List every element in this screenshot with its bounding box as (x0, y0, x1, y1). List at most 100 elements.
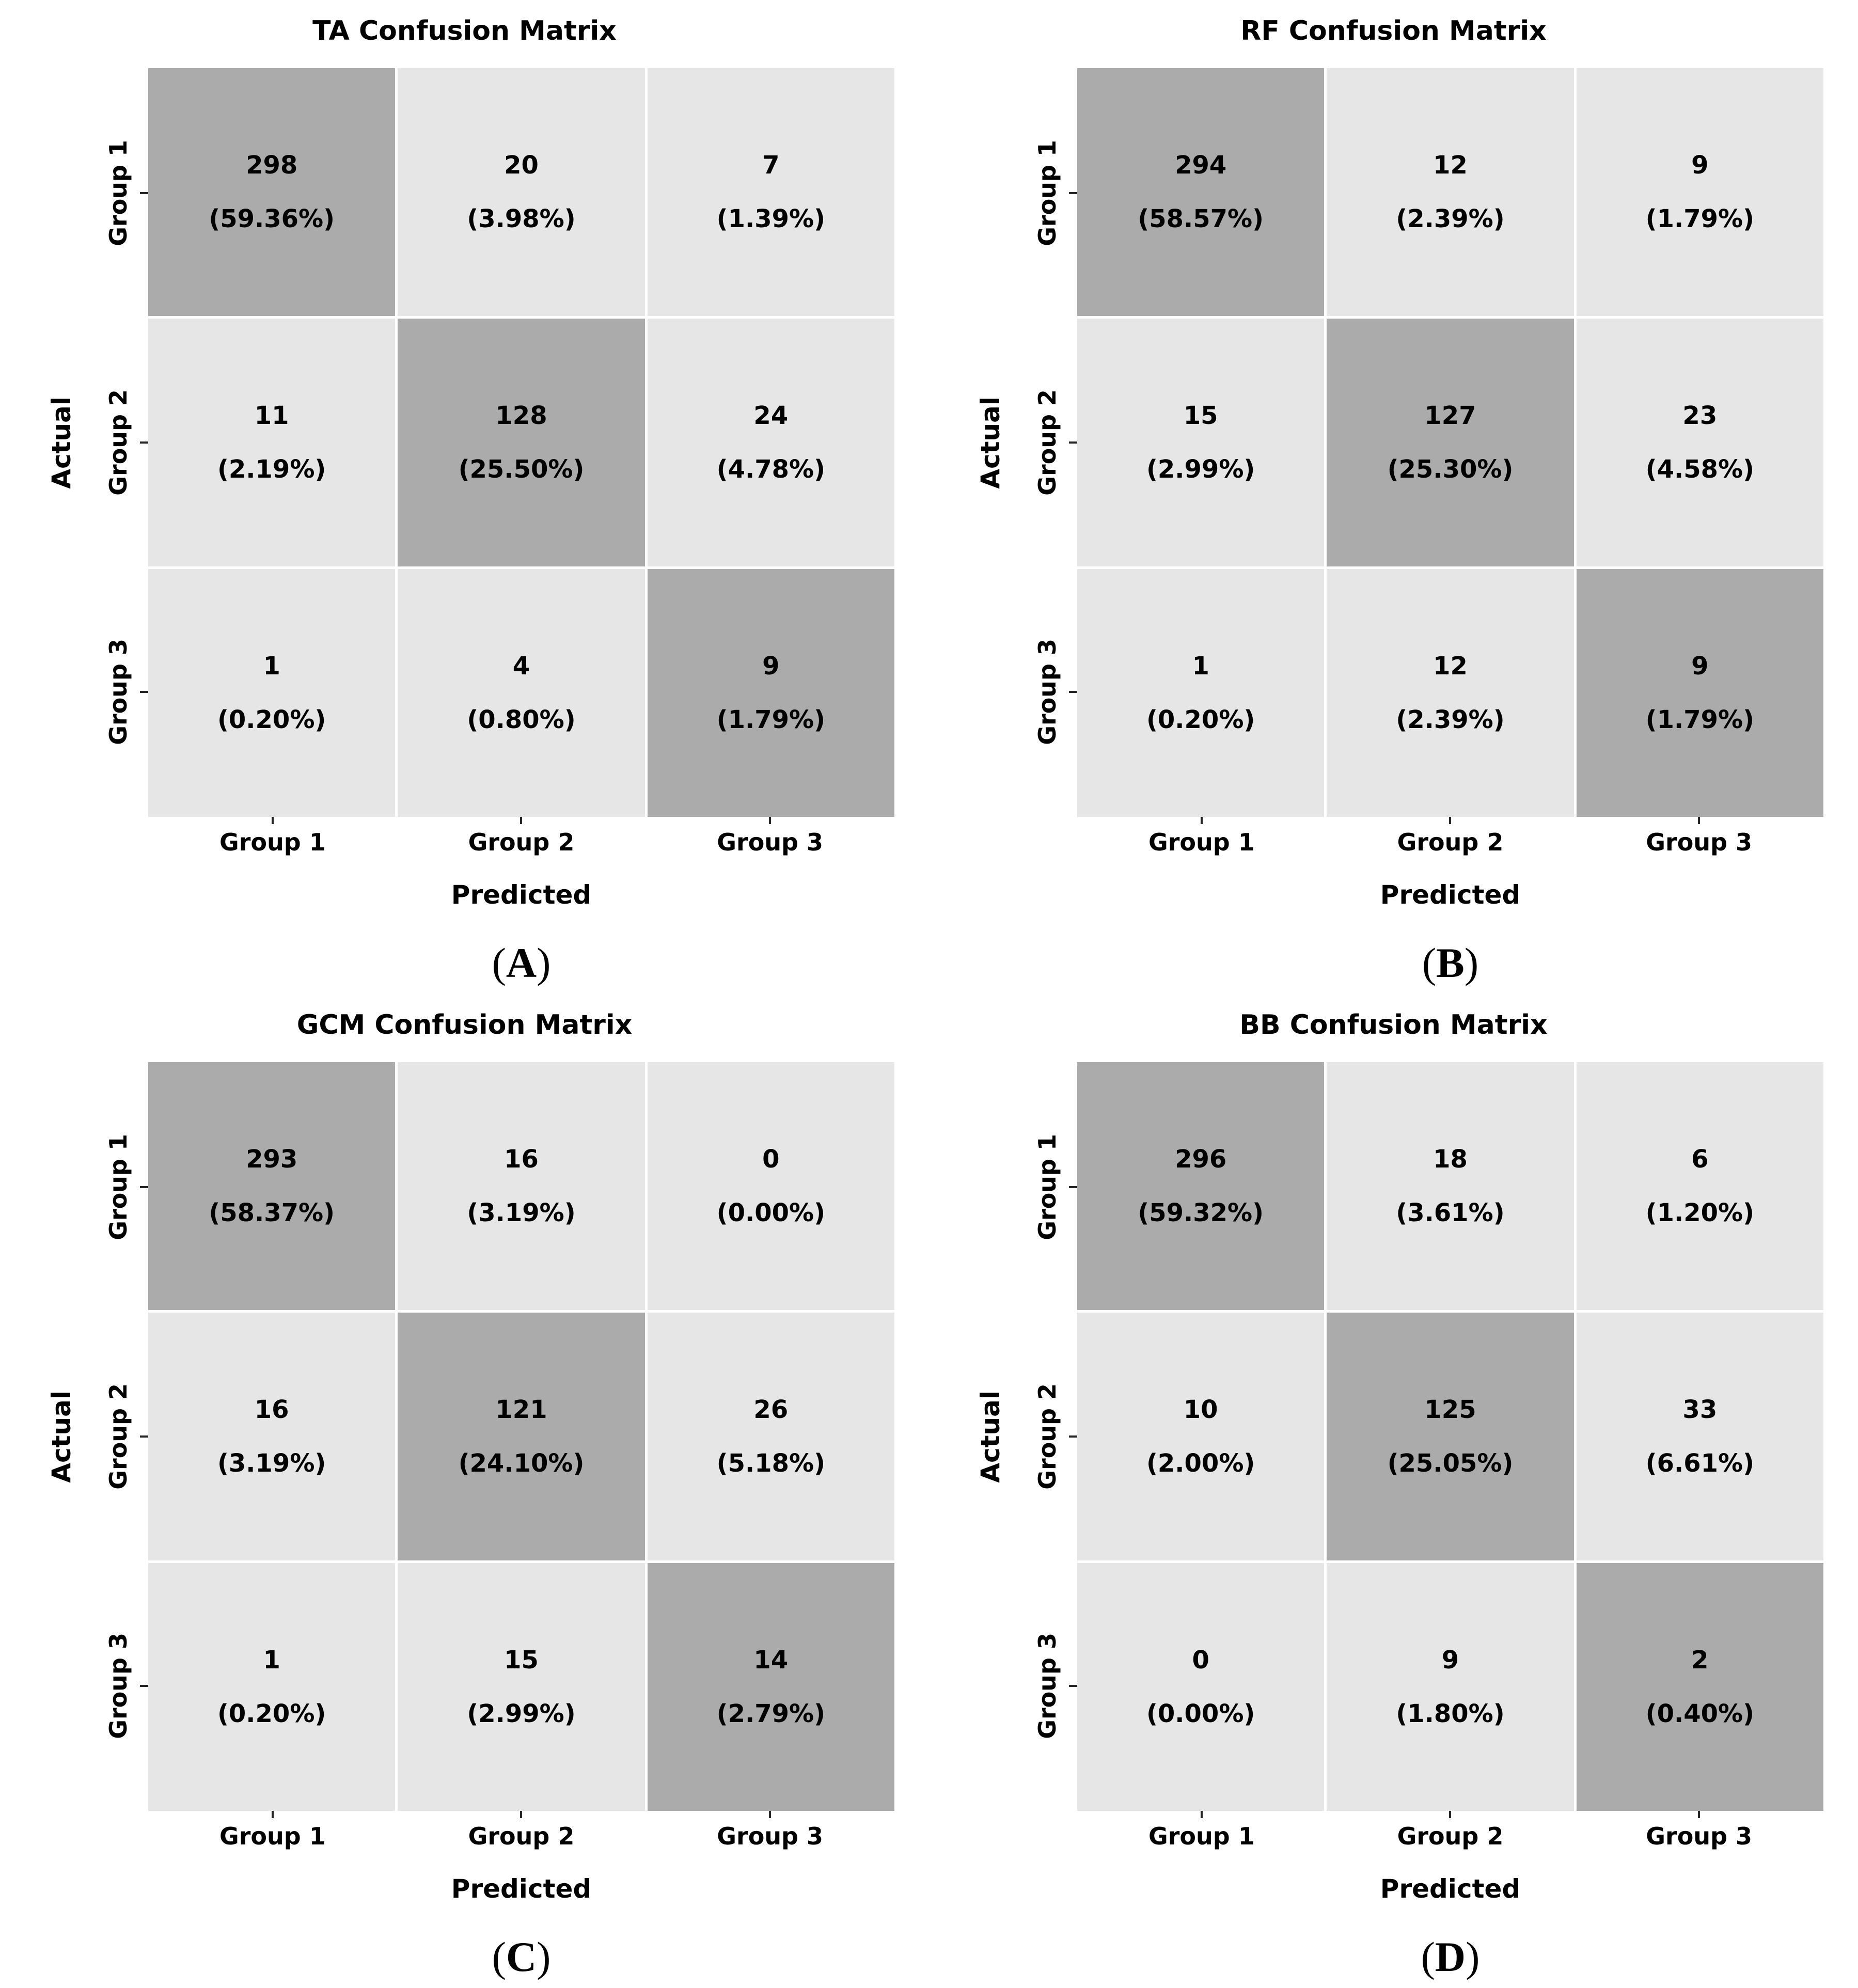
panel-caption: (B) (1077, 939, 1823, 987)
cell-percent: (0.20%) (217, 1699, 326, 1728)
matrix-cell-r1c1: 298 (59.36%) (148, 68, 396, 316)
y-axis-tick-mark (140, 1685, 148, 1687)
cell-count: 26 (753, 1395, 789, 1424)
x-axis-tick-mark (1698, 817, 1700, 824)
plot-area: Actual Group 1 Group 2 Group 3 298 (35, 68, 894, 817)
matrix-cell-r2c2: 127 (25.30%) (1327, 319, 1574, 566)
cell-count: 10 (1183, 1395, 1218, 1424)
x-tick-col-1 (1077, 1811, 1326, 1820)
x-tick-col-2 (397, 1811, 646, 1820)
cell-percent: (25.30%) (1387, 455, 1514, 484)
y-tick-row-1: Group 1 (88, 68, 148, 318)
cell-percent: (3.98%) (467, 204, 576, 233)
x-tick-label: Group 1 (219, 828, 326, 856)
cell-percent: (6.61%) (1645, 1449, 1755, 1478)
x-tick-label: Group 2 (468, 828, 575, 856)
cell-percent: (1.39%) (716, 204, 826, 233)
x-axis-ticks (148, 817, 894, 826)
y-tick-row-1: Group 1 (1017, 68, 1077, 318)
y-tick-label: Group 2 (1033, 389, 1061, 496)
cell-percent: (25.50%) (458, 455, 585, 484)
x-tick-label: Group 3 (717, 1822, 824, 1850)
cell-count: 125 (1424, 1395, 1476, 1424)
y-tick-label: Group 1 (104, 1133, 132, 1240)
matrix-cell-r1c2: 16 (3.19%) (398, 1062, 645, 1310)
cell-percent: (3.19%) (467, 1198, 576, 1227)
y-axis-tick-mark (1069, 691, 1077, 693)
cell-count: 6 (1691, 1145, 1709, 1174)
caption-close-paren: ) (537, 1933, 551, 1980)
x-axis-label: Predicted (451, 880, 592, 910)
y-tick-row-1: Group 1 (88, 1062, 148, 1312)
heatmap-grid: 293 (58.37%) 16 (3.19%) 0 (0.00%) 16 (3.… (148, 1062, 894, 1811)
panel-caption: (D) (1077, 1933, 1823, 1981)
cell-count: 0 (1192, 1646, 1209, 1675)
matrix-cell-r1c2: 20 (3.98%) (398, 68, 645, 316)
cell-percent: (59.32%) (1138, 1198, 1264, 1227)
cell-count: 298 (246, 151, 298, 180)
matrix-cell-r2c1: 10 (2.00%) (1077, 1313, 1325, 1560)
x-tick-col-3 (1574, 817, 1823, 826)
x-axis-tick-labels: Group 1 Group 2 Group 3 (1077, 828, 1823, 856)
cell-count: 1 (263, 652, 280, 681)
cell-percent: (2.99%) (1146, 455, 1255, 484)
cell-percent: (25.05%) (1387, 1449, 1514, 1478)
y-axis-ticks: Group 1 Group 2 Group 3 (1017, 1062, 1077, 1811)
x-tick-label: Group 1 (1148, 1822, 1255, 1850)
x-tick-col-1 (148, 817, 397, 826)
cell-percent: (4.78%) (716, 455, 826, 484)
y-tick-label: Group 1 (1033, 139, 1061, 246)
caption-letter: B (1436, 939, 1465, 986)
caption-close-paren: ) (1466, 1933, 1480, 1980)
cell-count: 12 (1433, 151, 1468, 180)
cell-count: 4 (512, 652, 530, 681)
cell-percent: (2.79%) (716, 1699, 826, 1728)
y-tick-row-1: Group 1 (1017, 1062, 1077, 1312)
cell-count: 296 (1175, 1145, 1227, 1174)
y-axis-tick-mark (1069, 1435, 1077, 1438)
heatmap-grid: 296 (59.32%) 18 (3.61%) 6 (1.20%) 10 (2.… (1077, 1062, 1823, 1811)
y-tick-row-3: Group 3 (1017, 567, 1077, 817)
y-axis-ticks: Group 1 Group 2 Group 3 (88, 1062, 148, 1811)
cell-count: 121 (495, 1395, 547, 1424)
y-axis-label-zone: Actual (35, 1062, 88, 1811)
x-tick-col-2 (1326, 1811, 1575, 1820)
cell-count: 9 (762, 652, 780, 681)
x-tick-col-3 (1574, 1811, 1823, 1820)
matrix-cell-r3c1: 0 (0.00%) (1077, 1563, 1325, 1811)
matrix-cell-r1c2: 18 (3.61%) (1327, 1062, 1574, 1310)
y-tick-label: Group 3 (1033, 1633, 1061, 1740)
y-axis-label: Actual (46, 1390, 76, 1483)
x-axis-tick-mark (769, 1811, 771, 1818)
y-axis-tick-mark (1069, 441, 1077, 444)
y-axis-ticks: Group 1 Group 2 Group 3 (88, 68, 148, 817)
matrix-cell-r2c3: 26 (5.18%) (647, 1313, 894, 1560)
plot-area: Actual Group 1 Group 2 Group 3 296 (964, 1062, 1823, 1811)
cell-count: 2 (1691, 1646, 1709, 1675)
y-tick-label: Group 3 (104, 1633, 132, 1740)
caption-open-paren: ( (1422, 939, 1437, 986)
x-axis-tick-mark (1698, 1811, 1700, 1818)
cell-percent: (5.18%) (716, 1449, 826, 1478)
cell-percent: (2.19%) (217, 455, 326, 484)
x-axis-label: Predicted (1380, 1874, 1521, 1904)
chart-title: TA Confusion Matrix (312, 15, 617, 46)
y-tick-label: Group 3 (104, 639, 132, 746)
cell-percent: (2.39%) (1396, 204, 1505, 233)
matrix-cell-r1c3: 9 (1.79%) (1576, 68, 1823, 316)
cell-percent: (1.79%) (716, 705, 826, 734)
plot-area: Actual Group 1 Group 2 Group 3 294 (964, 68, 1823, 817)
y-tick-row-3: Group 3 (88, 567, 148, 817)
caption-close-paren: ) (537, 939, 551, 986)
y-axis-tick-mark (140, 1186, 148, 1188)
x-axis-tick-labels: Group 1 Group 2 Group 3 (148, 828, 894, 856)
matrix-cell-r1c3: 0 (0.00%) (647, 1062, 894, 1310)
matrix-cell-r2c3: 23 (4.58%) (1576, 319, 1823, 566)
y-tick-row-2: Group 2 (88, 318, 148, 567)
matrix-cell-r3c2: 12 (2.39%) (1327, 569, 1574, 817)
y-axis-label-zone: Actual (964, 1062, 1017, 1811)
matrix-cell-r1c1: 293 (58.37%) (148, 1062, 396, 1310)
cell-count: 15 (504, 1646, 539, 1675)
cell-count: 9 (1691, 151, 1709, 180)
